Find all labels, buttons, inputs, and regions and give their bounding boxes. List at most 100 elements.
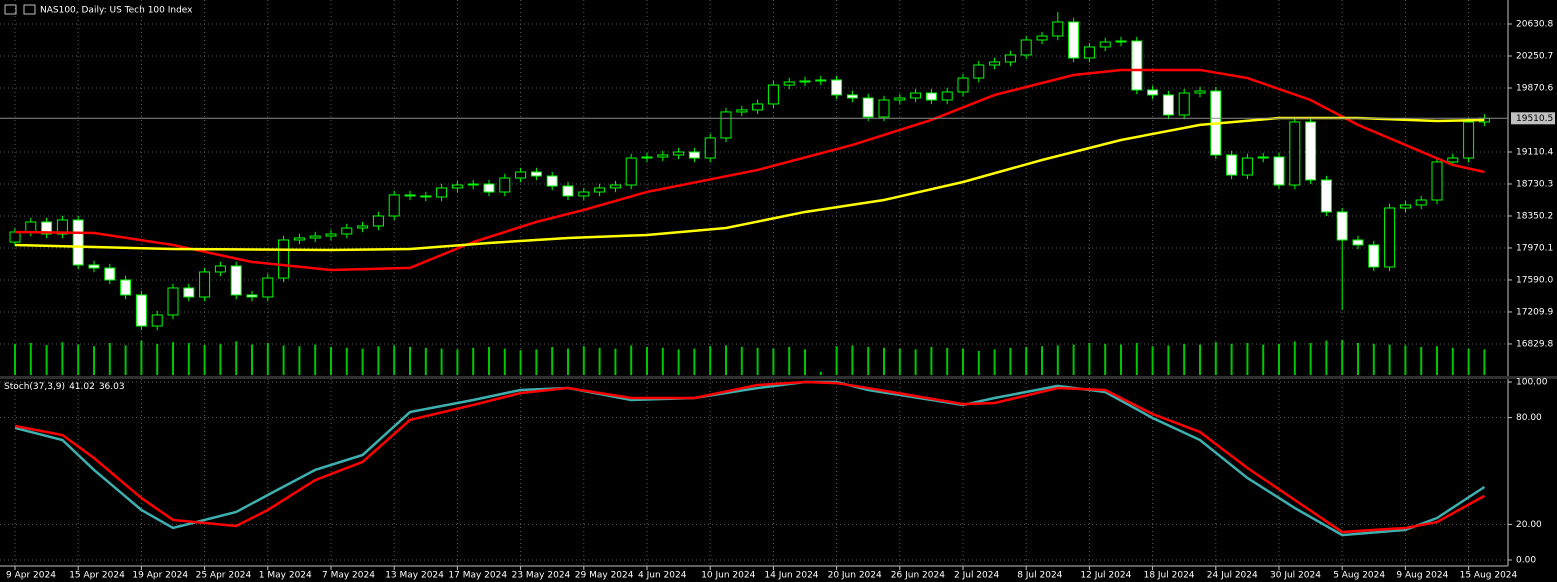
candle-body <box>151 314 163 327</box>
candle-body <box>293 237 305 241</box>
candle-body <box>56 219 68 235</box>
candle-body <box>72 219 84 266</box>
chart-icon[interactable] <box>23 4 36 15</box>
candle-body <box>1305 121 1317 181</box>
x-tick-label: 30 Jul 2024 <box>1270 571 1321 581</box>
candle-body <box>436 187 448 198</box>
chart-title: NAS100, Daily: US Tech 100 Index <box>40 6 193 16</box>
stochastic-line <box>14 380 1486 537</box>
candle-body <box>625 157 637 186</box>
y-tick-label: 19110.4 <box>1516 147 1553 157</box>
candle-body <box>578 191 590 197</box>
candle-body <box>1226 154 1238 176</box>
x-tick-label: 7 May 2024 <box>322 571 375 581</box>
y-tick-label: 18730.3 <box>1516 179 1553 189</box>
candle-body <box>562 185 574 197</box>
candle-body <box>1099 41 1111 48</box>
y-tick-label: 17590.0 <box>1516 275 1553 285</box>
candle-body <box>1463 121 1475 159</box>
y-tick-label: 20.00 <box>1516 520 1542 530</box>
candle-body <box>1004 54 1016 63</box>
candle-body <box>1384 207 1396 268</box>
candle-body <box>1336 211 1348 241</box>
candle-body <box>1178 92 1190 116</box>
candle-body <box>515 171 527 179</box>
candle-body <box>546 175 558 187</box>
candle-body <box>199 271 211 298</box>
candle-body <box>499 177 511 193</box>
candle-body <box>357 225 369 229</box>
y-tick-label: 17970.1 <box>1516 243 1553 253</box>
candle-body <box>420 195 432 198</box>
oscillator-value: 36.03 <box>99 382 125 392</box>
x-tick-label: 25 Apr 2024 <box>196 571 252 581</box>
candle-body <box>183 287 195 298</box>
x-tick-label: 23 May 2024 <box>512 571 571 581</box>
x-tick-label: 26 Jun 2024 <box>891 571 945 581</box>
y-tick-label: 18350.2 <box>1516 211 1553 221</box>
x-tick-label: 29 May 2024 <box>575 571 634 581</box>
candle-body <box>641 156 653 159</box>
x-tick-label: 15 Apr 2024 <box>69 571 125 581</box>
candle-body <box>483 183 495 193</box>
candle-body <box>88 264 100 269</box>
current-price-label: 19510.5 <box>1516 114 1553 124</box>
candle-body <box>846 94 858 99</box>
candle-body <box>325 233 337 237</box>
candle-body <box>925 92 937 101</box>
x-tick-label: 10 Jun 2024 <box>701 571 755 581</box>
candle-body <box>957 77 969 93</box>
stochastic-line <box>14 380 1486 534</box>
candle-body <box>388 194 400 217</box>
candle-body <box>167 287 179 316</box>
candle-body <box>1257 156 1269 159</box>
x-tick-label: 24 Jul 2024 <box>1207 571 1258 581</box>
candle-body <box>9 231 21 243</box>
candle-body <box>1368 244 1380 268</box>
candle-body <box>1162 94 1174 116</box>
x-tick-label: 17 May 2024 <box>448 571 507 581</box>
candle-body <box>404 194 416 197</box>
candle-body <box>25 221 37 233</box>
x-tick-label: 5 Aug 2024 <box>1333 571 1385 581</box>
candle-body <box>1320 179 1332 213</box>
candle-body <box>878 99 890 118</box>
candle-body <box>941 91 953 101</box>
candle-body <box>1241 157 1253 176</box>
y-tick-label: 0.00 <box>1516 556 1536 566</box>
candle-body <box>1068 21 1080 59</box>
candle-body <box>1273 156 1285 186</box>
candle-body <box>1131 40 1143 91</box>
y-tick-label: 20250.7 <box>1516 52 1553 62</box>
candle-body <box>910 92 922 99</box>
candle-body <box>1289 121 1301 186</box>
y-tick-label: 17209.9 <box>1516 307 1553 317</box>
x-tick-label: 8 Jul 2024 <box>1017 571 1062 581</box>
candle-body <box>1352 239 1364 246</box>
candle-body <box>262 277 274 298</box>
x-tick-label: 13 May 2024 <box>385 571 444 581</box>
candle-body <box>1083 46 1095 59</box>
candle-body <box>1020 39 1032 56</box>
candle-body <box>783 81 795 86</box>
oscillator-header: Stoch(37,3,9) 41.02 36.03 <box>4 382 125 392</box>
y-tick-label: 20630.8 <box>1516 20 1553 30</box>
candle-body <box>135 294 147 327</box>
menu-icon[interactable] <box>4 4 17 15</box>
candle-body <box>1399 204 1411 209</box>
x-tick-label: 14 Jun 2024 <box>764 571 818 581</box>
candle-body <box>1115 40 1127 43</box>
candle-body <box>609 184 621 189</box>
candle-body <box>467 183 479 186</box>
moving-average-line <box>14 68 1485 272</box>
candle-body <box>1415 199 1427 206</box>
current-price-box <box>1511 112 1555 125</box>
x-tick-label: 1 May 2024 <box>259 571 312 581</box>
candle-body <box>104 267 116 281</box>
x-tick-label: 9 Aug 2024 <box>1396 571 1448 581</box>
y-tick-label: 80.00 <box>1516 413 1542 423</box>
candle-body <box>1147 89 1159 96</box>
candle-body <box>230 265 242 296</box>
candle-body <box>1447 157 1459 163</box>
candle-body <box>767 84 779 105</box>
